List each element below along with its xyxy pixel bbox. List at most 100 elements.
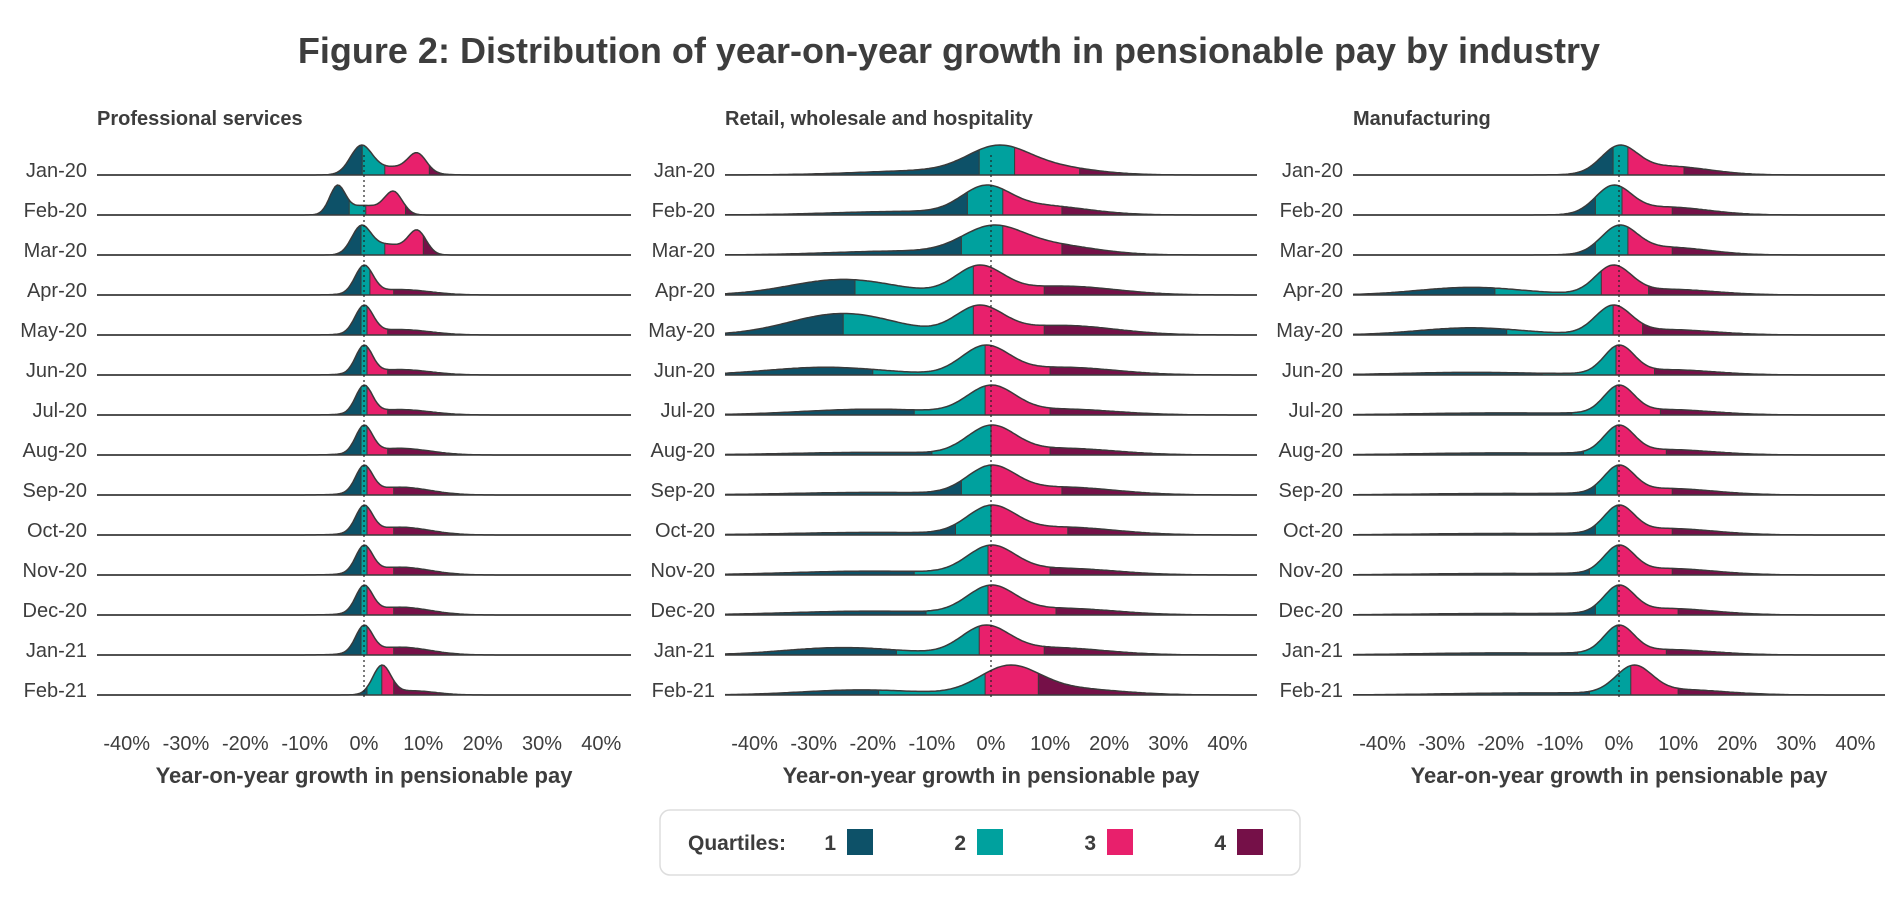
quartile-4-area: [393, 607, 631, 615]
month-label: Jul-20: [33, 400, 87, 422]
quartile-2-area: [367, 665, 382, 695]
month-label: Jan-20: [1282, 160, 1343, 182]
quartile-4-area: [1642, 323, 1885, 335]
quartile-2-area: [1595, 225, 1628, 255]
quartile-3-area: [367, 386, 388, 415]
quartile-2-area: [1595, 505, 1618, 535]
x-tick-label: -10%: [1537, 733, 1584, 755]
quartile-4-area: [393, 680, 631, 695]
quartile-1-area: [97, 347, 361, 375]
x-tick-label: -10%: [281, 733, 328, 755]
x-tick-label: 10%: [1658, 733, 1698, 755]
x-tick-label: -40%: [103, 733, 150, 755]
quartile-1-area: [725, 149, 980, 175]
month-label: Jul-20: [1289, 400, 1343, 422]
panel-title: Retail, wholesale and hospitality: [725, 108, 1034, 130]
quartile-4-area: [1672, 528, 1885, 535]
quartile-2-area: [955, 505, 991, 535]
quartile-4-area: [1678, 688, 1885, 695]
quartile-4-area: [1061, 243, 1257, 255]
quartile-2-area: [1613, 145, 1628, 175]
month-label: Feb-21: [1280, 680, 1343, 702]
quartile-1-area: [97, 627, 361, 655]
quartile-3-area: [381, 665, 394, 695]
x-axis-title: Year-on-year growth in pensionable pay: [156, 763, 574, 788]
x-tick-label: -40%: [1359, 733, 1406, 755]
month-label: Jan-20: [654, 160, 715, 182]
month-label: Feb-20: [24, 200, 87, 222]
month-label: Feb-21: [652, 680, 715, 702]
quartile-3-area: [1617, 505, 1673, 535]
month-label: Jun-20: [654, 360, 715, 382]
quartile-1-area: [1353, 147, 1614, 175]
quartile-2-area: [855, 266, 974, 295]
quartile-3-area: [1616, 385, 1661, 415]
panels-layer: Professional services Jan-20 Feb-20 Mar-20 A…: [20, 108, 1885, 788]
month-label: Mar-20: [24, 240, 87, 262]
quartile-2-area: [931, 425, 991, 455]
quartile-2-area: [1494, 271, 1602, 295]
ridge-may-20: [724, 304, 1257, 336]
quartile-1-area: [1353, 605, 1596, 615]
x-tick-label: 20%: [463, 733, 503, 755]
month-label: May-20: [1276, 320, 1343, 342]
quartile-3-area: [988, 585, 1056, 615]
x-tick-label: 10%: [403, 733, 443, 755]
quartile-2-area: [961, 225, 1003, 255]
legend: Quartiles: 1 2 3 4: [659, 809, 1301, 876]
month-label: Feb-20: [652, 200, 715, 222]
quartile-1-area: [97, 547, 361, 575]
quartile-4-area: [387, 448, 631, 455]
month-label: Dec-20: [23, 600, 87, 622]
ridge-apr-20: [1352, 264, 1885, 296]
quartile-4-area: [393, 567, 631, 575]
quartile-4-area: [393, 647, 631, 655]
legend-label: 1: [824, 832, 836, 855]
x-tick-label: -20%: [1477, 733, 1524, 755]
quartile-4-area: [1654, 368, 1885, 375]
x-tick-label: 30%: [1148, 733, 1188, 755]
quartile-1-area: [725, 647, 897, 655]
ridge-jun-20: [1353, 344, 1885, 376]
legend-swatch: [1107, 829, 1133, 855]
quartile-2-area: [1589, 665, 1631, 695]
quartile-4-area: [1044, 325, 1257, 335]
quartile-4-area: [1666, 449, 1885, 455]
x-tick-label: 40%: [1207, 733, 1247, 755]
quartile-3-area: [1617, 545, 1673, 575]
month-label: Jan-21: [654, 640, 715, 662]
legend-item-quartile-1: 1: [824, 829, 873, 855]
legend-swatch: [847, 829, 873, 855]
quartile-1-area: [97, 266, 361, 295]
quartile-3-area: [985, 665, 1039, 695]
quartile-1-area: [97, 687, 367, 695]
quartile-4-area: [1038, 673, 1257, 695]
quartile-3-area: [1616, 425, 1667, 455]
x-axis-title: Year-on-year growth in pensionable pay: [1411, 763, 1829, 788]
quartile-2-area: [979, 145, 1015, 175]
quartile-2-area: [1595, 185, 1622, 215]
legend-label: 3: [1084, 832, 1096, 855]
quartile-2-area: [1506, 305, 1614, 335]
quartile-1-area: [97, 306, 361, 335]
month-label: Feb-21: [24, 680, 87, 702]
quartile-1-area: [1353, 242, 1596, 255]
month-label: Oct-20: [1283, 520, 1343, 542]
month-label: Mar-20: [1280, 240, 1343, 262]
quartile-3-area: [1627, 146, 1684, 175]
x-tick-label: 0%: [1605, 733, 1634, 755]
quartile-3-area: [367, 346, 388, 375]
quartile-3-area: [985, 345, 1051, 375]
quartile-2-area: [1595, 465, 1618, 495]
panel-title: Manufacturing: [1353, 108, 1491, 130]
x-tick-label: 10%: [1030, 733, 1070, 755]
quartile-1-area: [725, 236, 962, 255]
quartile-3-area: [1627, 227, 1673, 255]
quartile-2-area: [1595, 585, 1618, 615]
quartile-2-area: [361, 225, 385, 255]
quartile-1-area: [725, 480, 962, 495]
quartile-4-area: [429, 165, 631, 175]
month-label: Dec-20: [651, 600, 715, 622]
x-tick-label: 40%: [581, 733, 621, 755]
